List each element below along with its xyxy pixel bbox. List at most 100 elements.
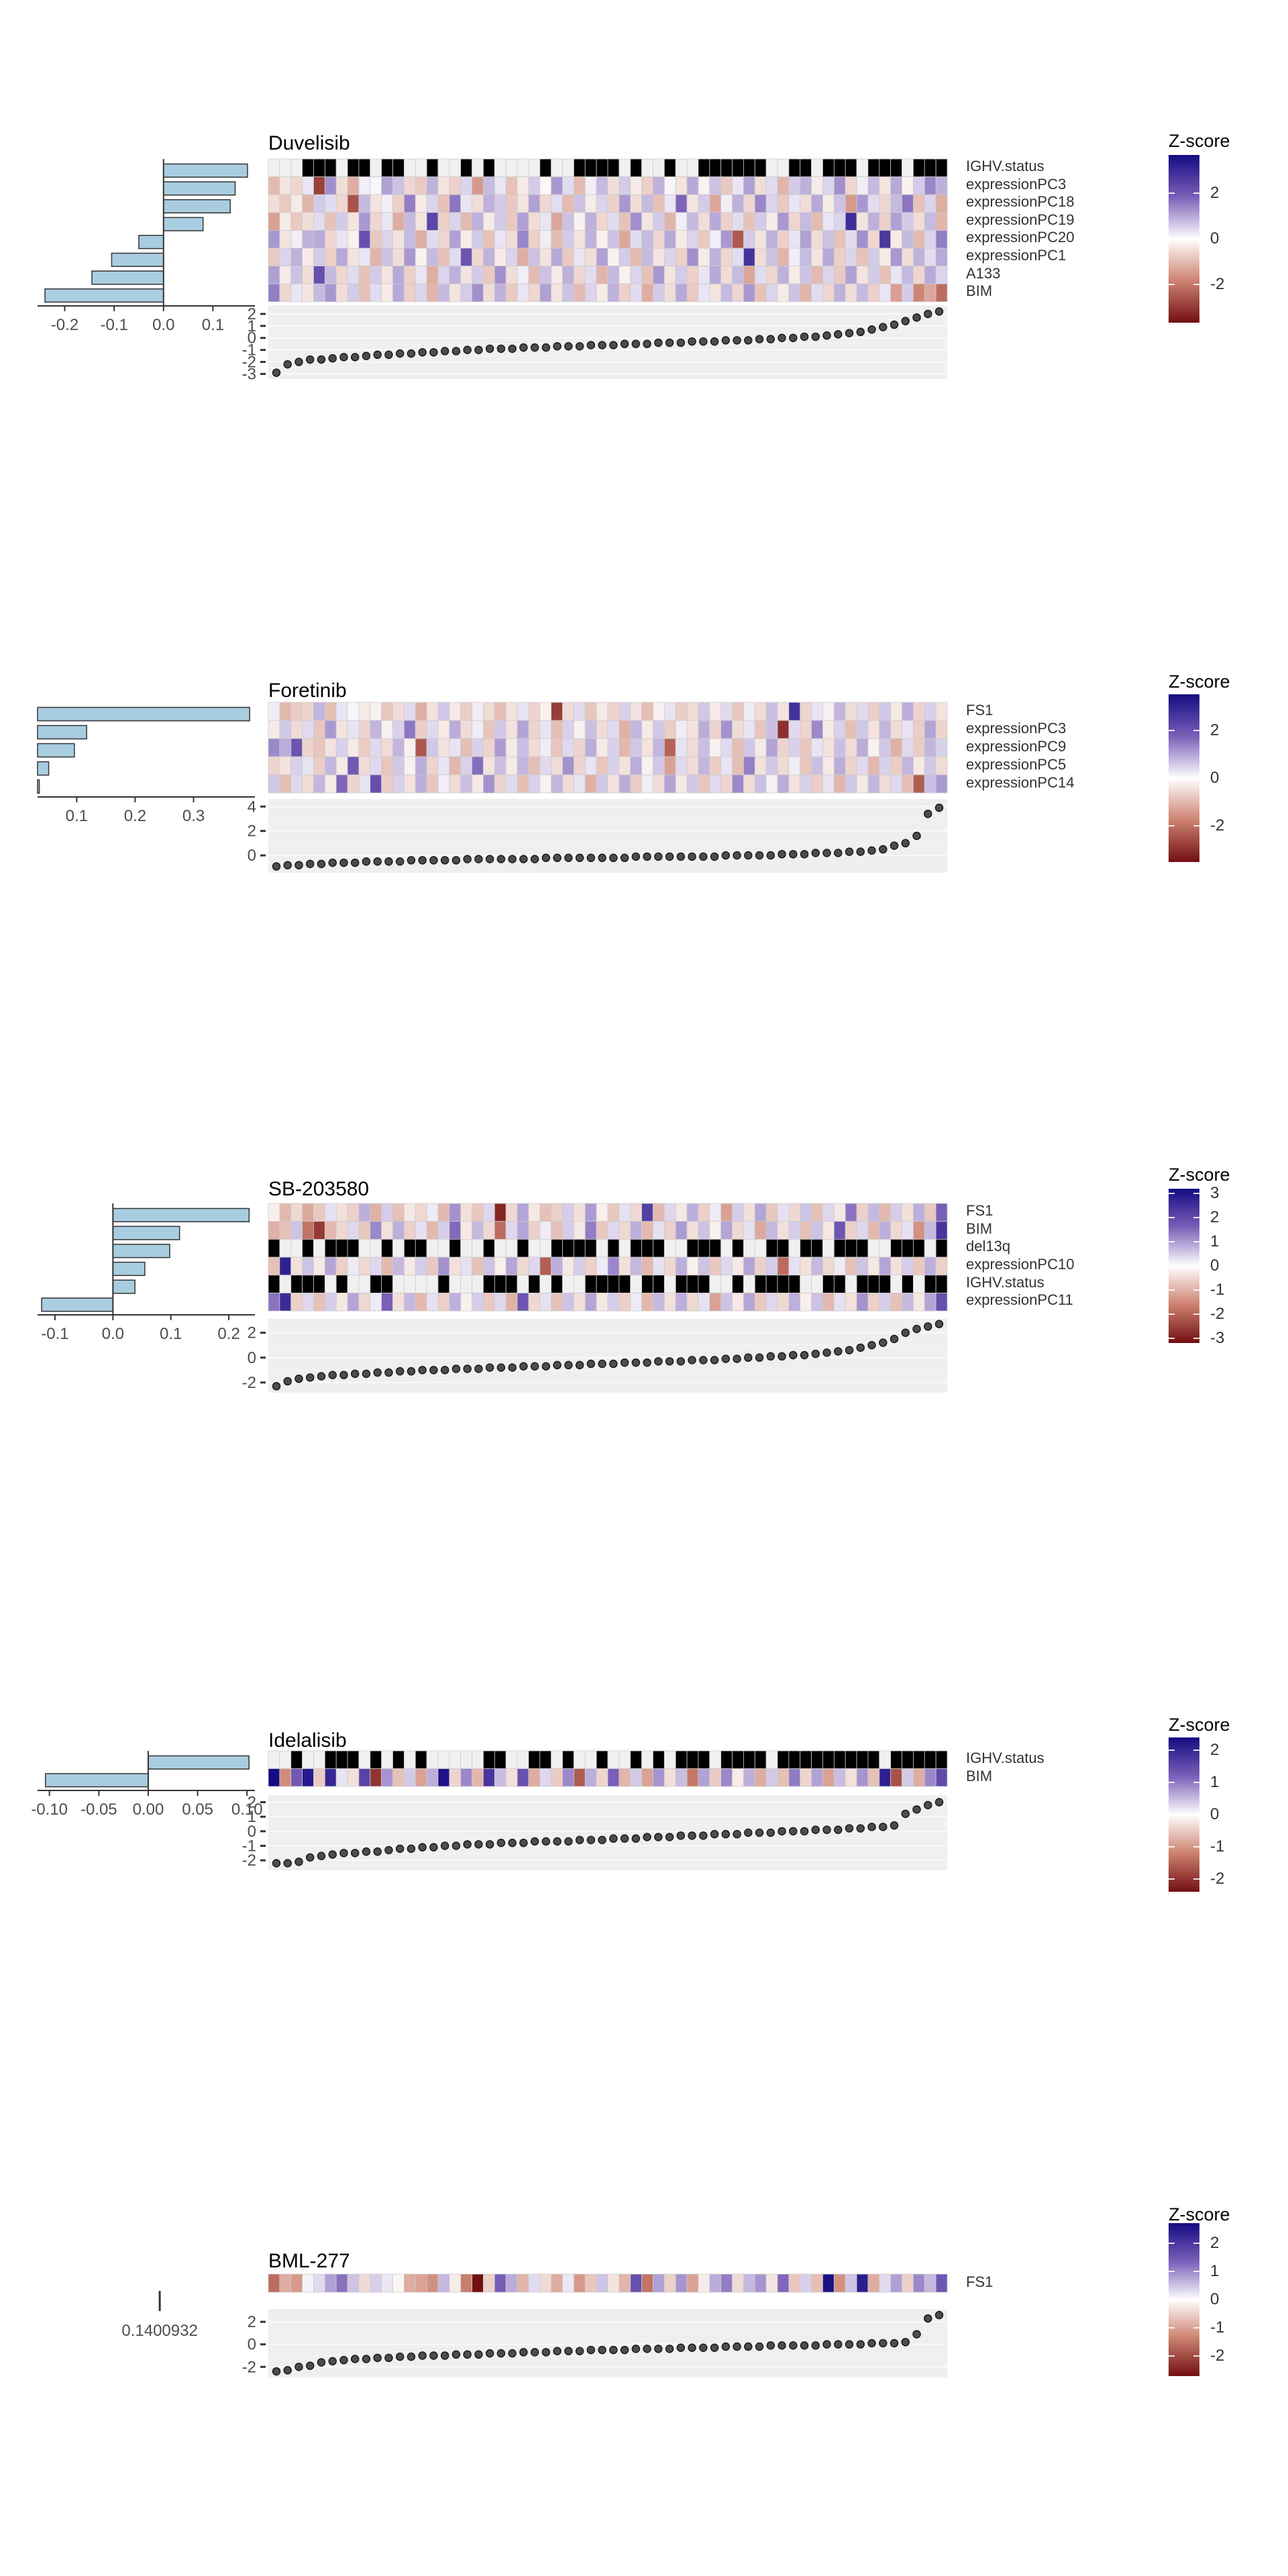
heatmap-cell bbox=[777, 176, 790, 195]
heatmap-cell bbox=[754, 248, 767, 267]
weights-barchart: 0.1 0.2 0.3 bbox=[37, 706, 255, 825]
response-dot bbox=[856, 1824, 865, 1833]
heatmap-cell bbox=[302, 1256, 314, 1276]
heatmap-cell bbox=[381, 1750, 393, 1769]
heatmap-cell bbox=[641, 1239, 653, 1258]
heatmap-cell bbox=[562, 1750, 574, 1769]
heatmap-cell bbox=[902, 756, 914, 775]
heatmap-cell bbox=[663, 266, 676, 284]
heatmap-cell bbox=[449, 1239, 462, 1258]
heatmap-cell bbox=[392, 176, 405, 195]
heatmap-cell bbox=[313, 266, 325, 284]
heatmap-cell bbox=[743, 738, 755, 757]
heatmap-cell bbox=[630, 1256, 643, 1276]
zscore-legend-tickmark bbox=[1169, 1782, 1175, 1784]
heatmap-cell bbox=[449, 738, 462, 757]
heatmap-cell bbox=[663, 1256, 676, 1276]
heatmap-cell bbox=[539, 720, 552, 739]
heatmap-cell bbox=[935, 176, 948, 195]
heatmap-cell bbox=[584, 738, 597, 757]
heatmap-cell bbox=[517, 158, 529, 178]
response-dot bbox=[766, 1828, 775, 1837]
heatmap-cell bbox=[709, 1239, 722, 1258]
heatmap-cell bbox=[619, 212, 631, 231]
heatmap-cell bbox=[902, 702, 914, 721]
heatmap-cell bbox=[573, 230, 586, 249]
heatmap-cell bbox=[800, 158, 812, 178]
heatmap-cell bbox=[517, 266, 529, 284]
heatmap-cell bbox=[867, 266, 880, 284]
heatmap-cell bbox=[313, 720, 325, 739]
heatmap-cell bbox=[370, 212, 382, 231]
heatmap-cell bbox=[279, 1768, 292, 1787]
heatmap-cell bbox=[313, 158, 325, 178]
weights-barchart: -0.2 -0.1 0.0 0.1 bbox=[38, 159, 255, 334]
heatmap-cell bbox=[924, 1275, 936, 1293]
heatmap-cell bbox=[370, 1256, 382, 1276]
zscore-legend-title: Z-score bbox=[1169, 2204, 1230, 2224]
response-dot bbox=[519, 2348, 528, 2357]
response-dot bbox=[688, 852, 696, 861]
heatmap-cell bbox=[902, 1256, 914, 1276]
heatmap-cell bbox=[833, 756, 846, 775]
heatmap-cell bbox=[653, 158, 665, 178]
heatmap-cell bbox=[403, 158, 416, 178]
response-dot bbox=[934, 1798, 944, 1807]
heatmap-cell bbox=[528, 1293, 541, 1311]
heatmap-cell bbox=[822, 230, 835, 249]
heatmap-cell bbox=[539, 230, 552, 249]
heatmap-cell bbox=[720, 194, 733, 213]
heatmap-cell bbox=[630, 774, 643, 794]
heatmap-cell bbox=[732, 176, 744, 195]
scatter-y-tick-label: 0 bbox=[248, 1349, 256, 1367]
heatmap-cell bbox=[584, 702, 597, 721]
heatmap-cell bbox=[449, 176, 462, 195]
heatmap-cell bbox=[675, 283, 688, 303]
zscore-legend-tickmark bbox=[1193, 2299, 1199, 2300]
heatmap-cell bbox=[902, 1275, 914, 1293]
heatmap-cell bbox=[392, 230, 405, 249]
heatmap-cell bbox=[517, 774, 529, 794]
heatmap-cell bbox=[584, 266, 597, 284]
heatmap-row-label: expressionPC10 bbox=[966, 1256, 1075, 1273]
zscore-legend-tickmark bbox=[1193, 1217, 1199, 1219]
heatmap-cell bbox=[913, 2273, 925, 2293]
response-dot bbox=[530, 2348, 539, 2357]
weight-bar bbox=[41, 1297, 114, 1312]
heatmap-cell bbox=[924, 1750, 936, 1769]
response-dot bbox=[294, 1375, 303, 1383]
zscore-legend-tick-label: 2 bbox=[1210, 1208, 1220, 1227]
heatmap-cell bbox=[913, 1203, 925, 1222]
heatmap-cell bbox=[924, 158, 936, 178]
heatmap-cell bbox=[290, 194, 303, 213]
heatmap-cell bbox=[788, 1768, 801, 1787]
heatmap-cell bbox=[743, 1293, 755, 1311]
heatmap-row-label: FS1 bbox=[966, 1202, 994, 1219]
heatmap-cell bbox=[460, 2273, 473, 2293]
heatmap-cell bbox=[494, 1750, 506, 1769]
heatmap-cell bbox=[777, 774, 790, 794]
heatmap-cell bbox=[483, 194, 495, 213]
heatmap-cell bbox=[788, 1750, 801, 1769]
heatmap-cell bbox=[290, 756, 303, 775]
heatmap-cell bbox=[573, 1768, 586, 1787]
heatmap-cell bbox=[902, 158, 914, 178]
response-dot bbox=[496, 855, 506, 863]
heatmap-cell bbox=[370, 720, 382, 739]
heatmap-cell bbox=[517, 248, 529, 267]
response-dot bbox=[553, 1837, 561, 1846]
response-dot bbox=[440, 2351, 449, 2360]
response-dot bbox=[755, 335, 764, 343]
heatmap-cell bbox=[811, 1256, 823, 1276]
heatmap-cell bbox=[415, 1221, 427, 1240]
response-dot bbox=[553, 342, 561, 351]
heatmap-cell bbox=[811, 230, 823, 249]
heatmap-cell bbox=[811, 774, 823, 794]
heatmap-cell bbox=[551, 248, 563, 267]
heatmap-cell bbox=[800, 212, 812, 231]
response-dot bbox=[575, 853, 584, 863]
heatmap-cell bbox=[924, 1239, 936, 1258]
heatmap-cell bbox=[335, 702, 348, 721]
heatmap-cell bbox=[675, 230, 688, 249]
heatmap-cell bbox=[403, 756, 416, 775]
